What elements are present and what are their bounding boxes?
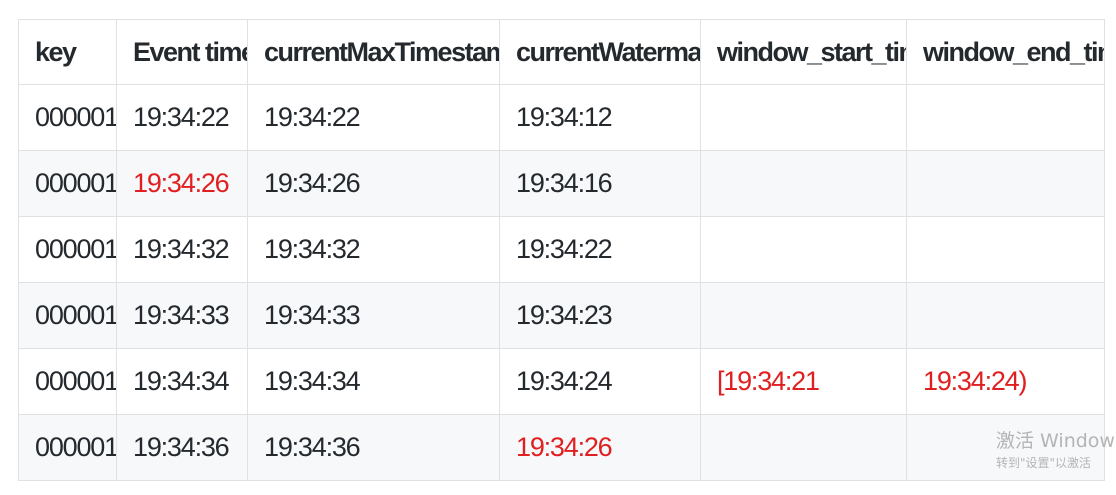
cell-event-time: 19:34:33 bbox=[116, 282, 248, 349]
cell-window-end-time bbox=[906, 414, 1105, 481]
cell-window-start-time bbox=[700, 414, 907, 481]
cell-window-end-time-highlighted: 19:34:24) bbox=[906, 348, 1105, 415]
cell-event-time: 19:34:22 bbox=[116, 84, 248, 151]
table-row: 000001 19:34:26 19:34:26 19:34:16 bbox=[18, 150, 1105, 217]
cell-current-max-timestamp: 19:34:22 bbox=[247, 84, 500, 151]
header-key: key bbox=[18, 19, 117, 85]
cell-current-watermark: 19:34:24 bbox=[499, 348, 701, 415]
cell-current-watermark: 19:34:16 bbox=[499, 150, 701, 217]
table-row: 000001 19:34:33 19:34:33 19:34:23 bbox=[18, 282, 1105, 349]
cell-current-watermark: 19:34:23 bbox=[499, 282, 701, 349]
cell-window-start-time-highlighted: [19:34:21 bbox=[700, 348, 907, 415]
cell-current-watermark: 19:34:12 bbox=[499, 84, 701, 151]
header-current-max-timestamp: currentMaxTimestamep bbox=[247, 19, 500, 85]
table-row: 000001 19:34:36 19:34:36 19:34:26 bbox=[18, 414, 1105, 481]
table-header: key Event time currentMaxTimestamep curr… bbox=[18, 19, 1105, 85]
table-body: 000001 19:34:22 19:34:22 19:34:12 000001… bbox=[18, 84, 1105, 481]
cell-key: 000001 bbox=[18, 348, 117, 415]
cell-current-max-timestamp: 19:34:26 bbox=[247, 150, 500, 217]
cell-window-start-time bbox=[700, 84, 907, 151]
cell-key: 000001 bbox=[18, 414, 117, 481]
windows-activation-watermark: 激活 Windows 转到"设置"以激活 bbox=[996, 428, 1116, 472]
cell-key: 000001 bbox=[18, 84, 117, 151]
cell-current-max-timestamp: 19:34:34 bbox=[247, 348, 500, 415]
cell-window-end-time bbox=[906, 216, 1105, 283]
cell-current-watermark-highlighted: 19:34:26 bbox=[499, 414, 701, 481]
cell-current-max-timestamp: 19:34:32 bbox=[247, 216, 500, 283]
cell-window-end-time bbox=[906, 282, 1105, 349]
table-row: 000001 19:34:34 19:34:34 19:34:24 [19:34… bbox=[18, 348, 1105, 415]
cell-key: 000001 bbox=[18, 150, 117, 217]
header-current-watermark: currentWatermark bbox=[499, 19, 701, 85]
cell-current-watermark: 19:34:22 bbox=[499, 216, 701, 283]
header-window-start-time: window_start_time bbox=[700, 19, 907, 85]
cell-window-start-time bbox=[700, 282, 907, 349]
watermark-window-table: key Event time currentMaxTimestamep curr… bbox=[18, 19, 1105, 481]
cell-window-start-time bbox=[700, 216, 907, 283]
cell-key: 000001 bbox=[18, 282, 117, 349]
data-table-container: key Event time currentMaxTimestamep curr… bbox=[18, 19, 1105, 481]
cell-current-max-timestamp: 19:34:33 bbox=[247, 282, 500, 349]
cell-event-time: 19:34:32 bbox=[116, 216, 248, 283]
cell-event-time: 19:34:34 bbox=[116, 348, 248, 415]
cell-key: 000001 bbox=[18, 216, 117, 283]
header-row: key Event time currentMaxTimestamep curr… bbox=[18, 19, 1105, 85]
header-window-end-time: window_end_time bbox=[906, 19, 1105, 85]
table-row: 000001 19:34:32 19:34:32 19:34:22 bbox=[18, 216, 1105, 283]
header-event-time: Event time bbox=[116, 19, 248, 85]
cell-event-time-highlighted: 19:34:26 bbox=[116, 150, 248, 217]
table-row: 000001 19:34:22 19:34:22 19:34:12 bbox=[18, 84, 1105, 151]
cell-window-end-time bbox=[906, 150, 1105, 217]
watermark-title: 激活 Windows bbox=[996, 430, 1116, 452]
watermark-subtitle: 转到"设置"以激活 bbox=[996, 456, 1092, 470]
cell-event-time: 19:34:36 bbox=[116, 414, 248, 481]
cell-current-max-timestamp: 19:34:36 bbox=[247, 414, 500, 481]
cell-window-end-time bbox=[906, 84, 1105, 151]
cell-window-start-time bbox=[700, 150, 907, 217]
